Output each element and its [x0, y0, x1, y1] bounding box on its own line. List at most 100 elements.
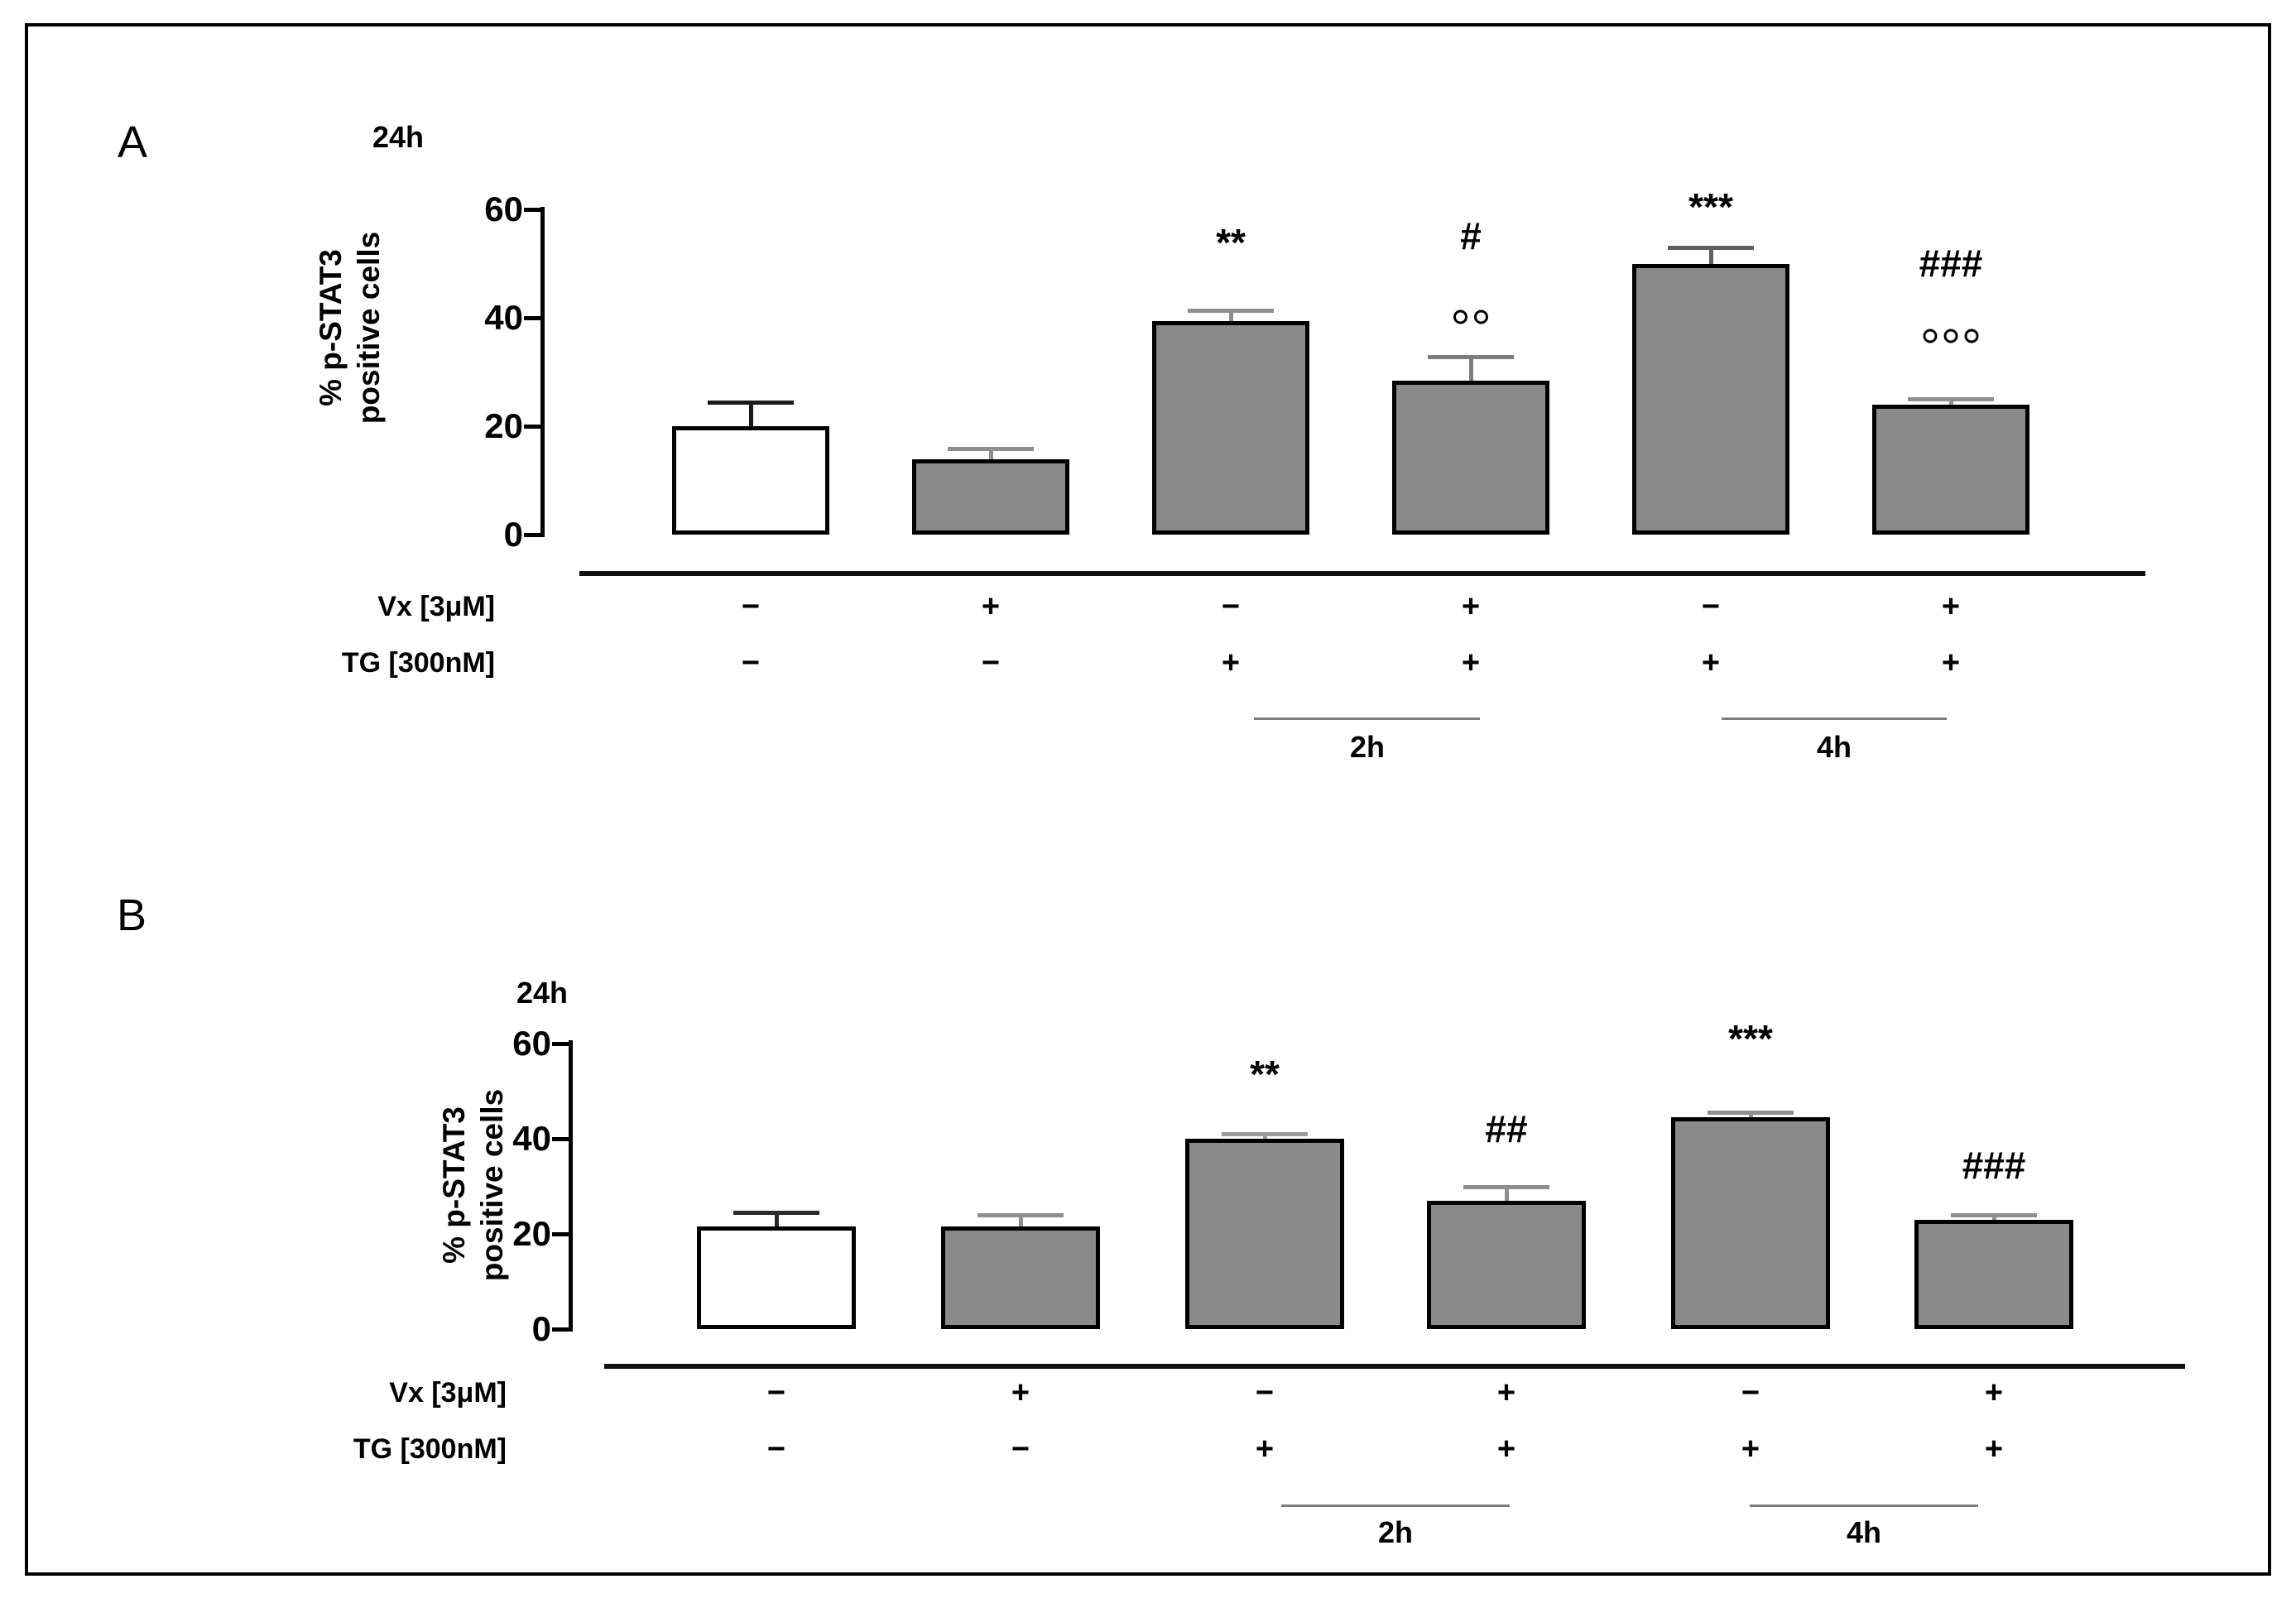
- condition-mark: −: [766, 1375, 786, 1410]
- circle-annotation: [1453, 310, 1488, 324]
- condition-mark: −: [766, 1432, 786, 1466]
- error-bar-stem: [1228, 310, 1233, 329]
- condition-mark: +: [1011, 1375, 1030, 1410]
- y-tick-label: 60: [512, 1024, 551, 1063]
- bar: [1392, 381, 1549, 535]
- condition-mark: +: [1461, 646, 1481, 680]
- condition-mark: +: [1701, 646, 1721, 680]
- significance-annotation: ###: [1962, 1144, 2026, 1187]
- y-axis-tick: [552, 1327, 569, 1332]
- bar: [941, 1226, 1100, 1329]
- y-axis-tick: [524, 424, 540, 429]
- condition-mark: +: [1941, 646, 1961, 680]
- condition-mark: +: [1461, 589, 1481, 624]
- y-tick-label: 0: [503, 515, 523, 554]
- figure-border: [25, 23, 2271, 1576]
- condition-mark: −: [1701, 589, 1721, 624]
- bar: [1632, 264, 1789, 535]
- group-bracket-line: [1750, 1505, 1978, 1507]
- y-tick-label: 20: [484, 406, 523, 445]
- error-bar-stem: [748, 402, 753, 434]
- condition-mark: −: [981, 646, 1001, 680]
- significance-annotation: ***: [1728, 1017, 1773, 1060]
- error-bar-cap: [708, 401, 794, 405]
- bar: [1185, 1139, 1344, 1329]
- bar: [912, 459, 1069, 535]
- condition-row-label: Vx [3μM]: [389, 1377, 507, 1409]
- y-axis-tick: [524, 532, 540, 537]
- panel-label: B: [116, 890, 147, 940]
- condition-mark: −: [741, 589, 761, 624]
- bar: [1152, 321, 1309, 535]
- y-axis-title-line: positive cells: [475, 1088, 509, 1282]
- x-axis-separator-line: [579, 571, 2145, 576]
- condition-mark: −: [741, 646, 761, 680]
- condition-mark: +: [1941, 589, 1961, 624]
- y-axis-line: [540, 207, 545, 537]
- y-axis-tick: [552, 1041, 569, 1046]
- error-bar-stem: [1504, 1187, 1509, 1209]
- group-bracket-line: [1254, 718, 1480, 720]
- bar: [1872, 405, 2029, 535]
- y-tick-label: 60: [484, 190, 523, 228]
- condition-mark: −: [1221, 589, 1241, 624]
- condition-row-label: TG [300nM]: [341, 647, 495, 679]
- error-bar-cap: [1668, 246, 1754, 250]
- error-bar-cap: [977, 1213, 1064, 1217]
- y-axis-tick: [524, 207, 540, 212]
- circle-glyph: [1474, 310, 1488, 324]
- bar: [1914, 1220, 2073, 1329]
- y-tick-label: 20: [512, 1214, 551, 1253]
- condition-row-label: Vx [3μM]: [377, 591, 495, 622]
- bar: [672, 426, 829, 535]
- circle-glyph: [1943, 329, 1958, 343]
- error-bar-stem: [1468, 357, 1473, 389]
- y-axis-tick: [524, 315, 540, 320]
- condition-mark: +: [1984, 1432, 2004, 1466]
- circle-glyph: [1453, 310, 1467, 324]
- condition-mark: −: [1741, 1375, 1760, 1410]
- condition-mark: −: [1011, 1432, 1030, 1466]
- condition-mark: +: [1984, 1375, 2004, 1410]
- group-bracket-label: 2h: [1349, 730, 1386, 764]
- circle-glyph: [1964, 329, 1979, 343]
- panel-label: A: [117, 118, 148, 167]
- group-bracket-label: 2h: [1377, 1515, 1414, 1549]
- circle-glyph: [1923, 329, 1938, 343]
- bar: [1427, 1201, 1586, 1329]
- y-axis-title: % p-STAT3 positive cells: [435, 1089, 512, 1281]
- error-bar-cap: [1951, 1213, 2037, 1217]
- error-bar-stem: [774, 1212, 779, 1235]
- y-tick-label: 40: [484, 298, 523, 337]
- error-bar-cap: [1463, 1185, 1549, 1189]
- condition-mark: +: [1496, 1375, 1516, 1410]
- significance-annotation: **: [1250, 1053, 1280, 1096]
- error-bar-stem: [1708, 247, 1713, 272]
- condition-row-label: TG [300nM]: [353, 1433, 507, 1465]
- group-bracket-line: [1281, 1505, 1510, 1507]
- y-axis-tick: [552, 1136, 569, 1141]
- error-bar-cap: [1908, 397, 1994, 401]
- error-bar-cap: [733, 1211, 819, 1215]
- group-bracket-label: 4h: [1846, 1515, 1882, 1549]
- error-bar-stem: [988, 449, 993, 468]
- circle-annotation: [1923, 329, 1979, 343]
- error-bar-stem: [1018, 1215, 1023, 1235]
- significance-annotation: #: [1460, 214, 1482, 257]
- condition-mark: +: [1496, 1432, 1516, 1466]
- error-bar-cap: [948, 447, 1034, 451]
- significance-annotation: ##: [1485, 1107, 1528, 1150]
- group-bracket-line: [1722, 718, 1947, 720]
- group-bracket-label: 4h: [1816, 730, 1852, 764]
- condition-mark: +: [1255, 1432, 1275, 1466]
- condition-mark: +: [1741, 1432, 1760, 1466]
- significance-annotation: ***: [1688, 185, 1733, 228]
- error-bar-cap: [1428, 355, 1514, 359]
- error-bar-cap: [1222, 1132, 1308, 1136]
- y-axis-tick: [552, 1231, 569, 1236]
- bar: [1671, 1117, 1830, 1329]
- y-tick-label: 40: [512, 1119, 551, 1158]
- condition-mark: −: [1255, 1375, 1275, 1410]
- x-axis-separator-line: [604, 1364, 2185, 1369]
